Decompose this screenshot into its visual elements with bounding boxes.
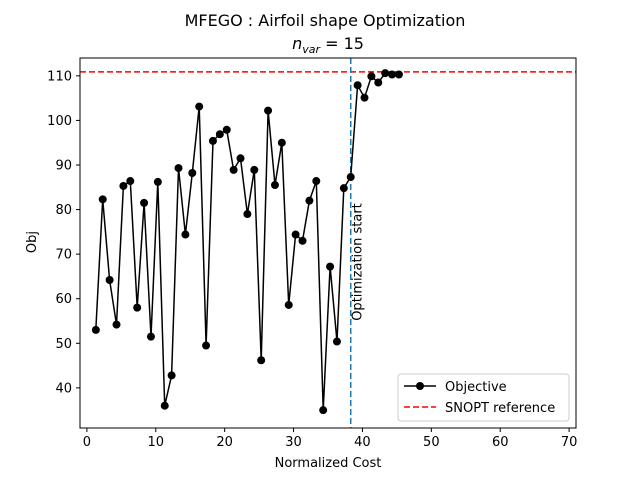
objective-point bbox=[270, 181, 279, 190]
objective-point bbox=[202, 341, 211, 350]
objective-point bbox=[98, 195, 107, 204]
objective-point bbox=[305, 196, 314, 205]
y-axis-label: Obj bbox=[25, 231, 40, 253]
x-tick-label: 0 bbox=[83, 435, 91, 450]
objective-point bbox=[298, 236, 307, 245]
objective-point bbox=[236, 154, 245, 163]
legend-snopt-label: SNOPT reference bbox=[445, 401, 555, 416]
objective-point bbox=[353, 81, 362, 90]
optimization-start-label: Optimization start bbox=[351, 203, 366, 321]
objective-point bbox=[394, 70, 403, 79]
y-axis: 40 50 60 70 80 90 100 110 bbox=[47, 69, 80, 396]
x-tick-label: 50 bbox=[423, 435, 440, 450]
objective-point bbox=[112, 320, 121, 329]
objective-point bbox=[346, 173, 355, 182]
y-tick-label: 100 bbox=[47, 114, 72, 129]
x-tick-label: 20 bbox=[216, 435, 233, 450]
objective-point bbox=[181, 230, 190, 239]
objective-point bbox=[146, 332, 155, 341]
objective-point bbox=[284, 300, 293, 309]
objective-point bbox=[332, 337, 341, 346]
objective-point bbox=[195, 102, 204, 111]
x-tick-label: 70 bbox=[561, 435, 578, 450]
legend: Objective SNOPT reference bbox=[397, 373, 570, 422]
objective-point bbox=[215, 130, 224, 139]
objective-point bbox=[388, 70, 397, 79]
objective-point bbox=[222, 125, 231, 134]
objective-point bbox=[360, 93, 369, 102]
x-tick-label: 10 bbox=[148, 435, 165, 450]
chart-subtitle: nvar = 15 bbox=[292, 34, 364, 56]
objective-point bbox=[339, 184, 348, 193]
objective-point bbox=[126, 177, 135, 186]
y-tick-label: 60 bbox=[55, 292, 72, 307]
objective-point bbox=[153, 177, 162, 186]
x-tick-label: 40 bbox=[354, 435, 371, 450]
objective-point bbox=[188, 169, 197, 178]
objective-point bbox=[326, 262, 335, 271]
y-tick-label: 70 bbox=[55, 248, 72, 263]
objective-point bbox=[319, 406, 328, 415]
objective-point bbox=[374, 78, 383, 87]
objective-point bbox=[257, 356, 266, 365]
x-axis-label: Normalized Cost bbox=[275, 456, 382, 471]
objective-point bbox=[264, 106, 273, 115]
objective-point bbox=[105, 276, 114, 284]
plot-area: Optimization start bbox=[80, 58, 576, 428]
objective-point bbox=[243, 210, 252, 219]
x-tick-label: 30 bbox=[285, 435, 302, 450]
objective-point bbox=[229, 165, 238, 174]
objective-point bbox=[140, 198, 149, 207]
objective-point bbox=[250, 165, 259, 174]
objective-point bbox=[277, 138, 286, 147]
objective-point bbox=[119, 181, 128, 190]
legend-objective-marker bbox=[416, 382, 424, 390]
objective-point bbox=[208, 136, 217, 145]
objective-point bbox=[91, 325, 100, 334]
legend-box bbox=[397, 373, 570, 422]
plot-frame bbox=[79, 57, 577, 429]
objective-point bbox=[381, 69, 390, 78]
objective-point bbox=[312, 177, 321, 186]
objective-point bbox=[133, 303, 142, 312]
x-tick-label: 60 bbox=[492, 435, 509, 450]
y-tick-label: 80 bbox=[55, 203, 72, 218]
y-tick-label: 50 bbox=[55, 337, 72, 352]
objective-point bbox=[291, 230, 300, 239]
x-axis: 0 10 20 30 40 50 60 70 bbox=[83, 428, 578, 450]
y-tick-label: 90 bbox=[55, 158, 72, 173]
y-tick-label: 110 bbox=[47, 69, 72, 84]
objective-point bbox=[367, 72, 376, 81]
y-tick-label: 40 bbox=[55, 381, 72, 396]
chart-title: MFEGO : Airfoil shape Optimization bbox=[185, 11, 466, 30]
objective-point bbox=[167, 371, 176, 380]
objective-point bbox=[174, 164, 183, 173]
objective-point bbox=[160, 401, 169, 410]
legend-objective-label: Objective bbox=[445, 380, 507, 395]
